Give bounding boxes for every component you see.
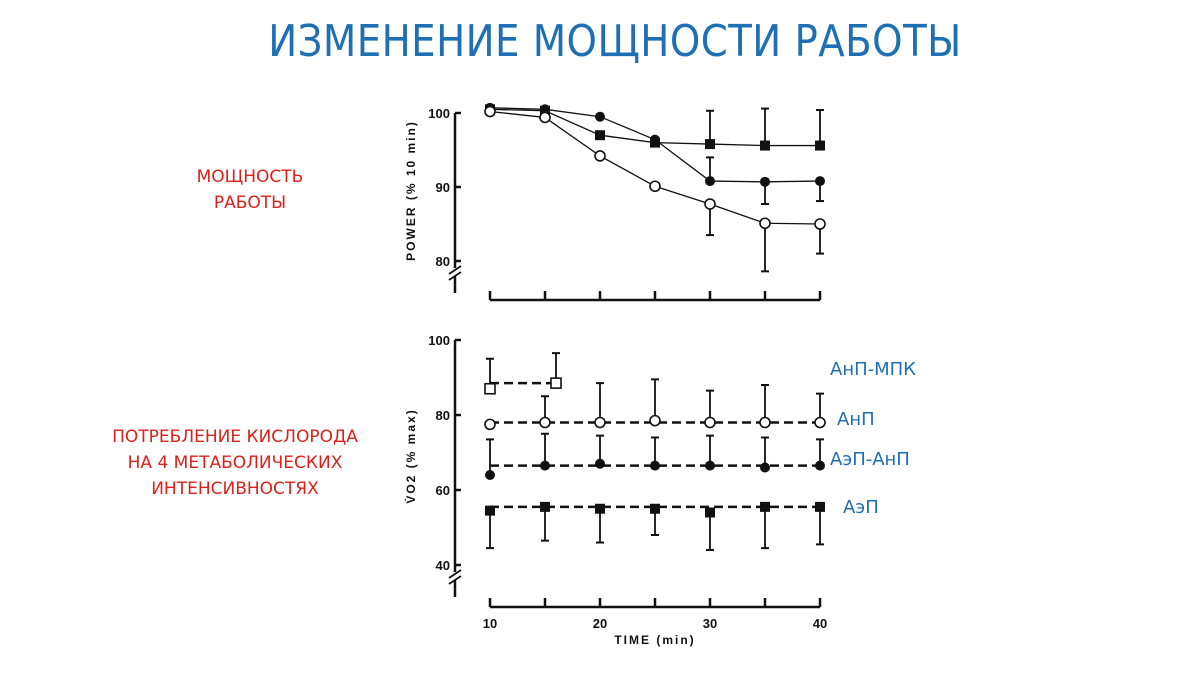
data-point-circle-open <box>814 416 826 429</box>
data-point-circle-open <box>594 150 606 162</box>
y-tick-label: 40 <box>436 558 450 573</box>
data-point-circle-open <box>759 416 771 429</box>
y-axis-label: POWER (% 10 min) <box>404 120 418 261</box>
oxygen-label-line3: ИНТЕНСИВНОСТЯХ <box>151 479 319 499</box>
series-circle-filled <box>485 432 825 480</box>
series-square-filled <box>485 501 825 551</box>
data-point-circle-filled <box>760 176 770 187</box>
x-axis-label: TIME (min) <box>614 633 695 647</box>
data-point-square-open <box>550 377 562 389</box>
data-point-square-open <box>484 382 496 395</box>
data-point-circle-filled <box>595 111 605 122</box>
vo2-chart: 40 60 80 100 10 20 30 40 TIME (min) V̇O2 (% max) <box>403 333 827 647</box>
data-point-circle-filled <box>815 460 825 471</box>
data-point-circle-filled <box>760 462 770 473</box>
oxygen-label-line2: НА 4 МЕТАБОЛИЧЕСКИХ <box>127 453 343 473</box>
data-point-circle-filled <box>705 460 715 471</box>
data-point-square-filled <box>705 139 715 150</box>
x-tick-label: 30 <box>703 616 717 631</box>
data-point-circle-filled <box>540 104 550 115</box>
series-square-open <box>484 352 562 395</box>
data-point-circle-open <box>704 198 716 210</box>
y-tick-label: 80 <box>436 408 450 423</box>
legend-anp: АнП <box>837 409 875 430</box>
data-point-circle-filled <box>540 460 550 471</box>
data-point-circle-filled <box>815 176 825 187</box>
legend-aep: АэП <box>843 497 879 518</box>
data-point-circle-open <box>759 217 771 230</box>
oxygen-label-line1: ПОТРЕБЛЕНИЕ КИСЛОРОДА <box>112 427 358 447</box>
data-point-circle-open <box>814 218 826 230</box>
power-label: МОЩНОСТЬ РАБОТЫ <box>150 164 350 216</box>
x-tick-label: 40 <box>813 616 827 631</box>
y-tick-label: 100 <box>428 333 450 348</box>
data-point-circle-open <box>484 105 496 118</box>
x-tick-label: 10 <box>483 616 497 631</box>
data-point-square-filled <box>815 140 825 151</box>
oxygen-label: ПОТРЕБЛЕНИЕ КИСЛОРОДА НА 4 МЕТАБОЛИЧЕСКИ… <box>80 424 390 502</box>
data-point-circle-filled <box>595 458 605 469</box>
x-tick-label: 20 <box>593 616 607 631</box>
data-point-circle-open <box>649 414 661 427</box>
power-label-line2: РАБОТЫ <box>213 193 287 213</box>
data-point-square-filled <box>595 130 605 141</box>
data-point-square-filled <box>705 507 715 518</box>
y-tick-label: 90 <box>436 180 450 195</box>
slide-title: ИЗМЕНЕНИЕ МОЩНОСТИ РАБОТЫ <box>268 16 962 67</box>
y-tick-label: 80 <box>436 254 450 269</box>
data-point-square-filled <box>540 501 550 512</box>
y-axis-label: V̇O2 (% max) <box>403 408 418 503</box>
data-point-square-filled <box>760 140 770 151</box>
data-point-square-filled <box>815 501 825 512</box>
data-point-circle-open <box>594 416 606 429</box>
data-point-square-filled <box>595 503 605 514</box>
data-point-circle-filled <box>650 134 660 145</box>
y-tick-label: 60 <box>436 483 450 498</box>
data-point-circle-filled <box>650 460 660 471</box>
data-point-square-filled <box>650 503 660 514</box>
data-point-circle-open <box>649 180 661 193</box>
series-circle-open <box>484 378 826 431</box>
legend-aep-anp: АэП-АнП <box>830 449 910 470</box>
legend-anp-mpk: АнП-МПК <box>830 359 916 380</box>
data-point-circle-open <box>704 416 716 429</box>
power-chart: 80 90 100 POWER (% 10 min) <box>404 102 826 302</box>
power-label-line1: МОЩНОСТЬ <box>196 167 304 187</box>
y-tick-label: 100 <box>428 106 450 121</box>
data-point-circle-filled <box>705 176 715 187</box>
data-point-square-filled <box>760 501 770 512</box>
data-point-circle-open <box>539 111 551 124</box>
data-point-square-filled <box>485 505 495 516</box>
series-circle-open <box>484 105 826 273</box>
data-point-circle-filled <box>485 470 495 480</box>
data-point-circle-open <box>539 416 551 429</box>
data-point-circle-open <box>484 418 496 431</box>
